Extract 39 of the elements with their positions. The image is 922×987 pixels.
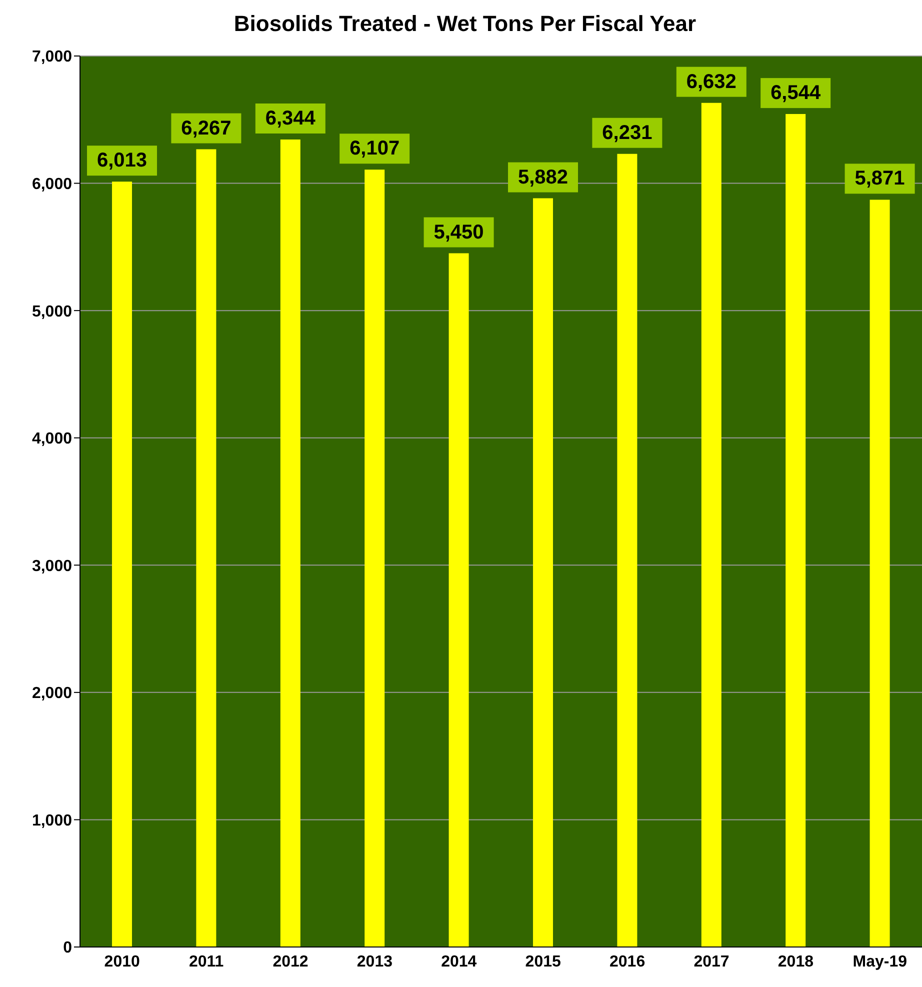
x-tick-label: 2013 xyxy=(356,953,393,970)
y-tick-label: 6,000 xyxy=(32,176,72,193)
bar xyxy=(786,114,806,947)
data-label: 6,344 xyxy=(265,108,316,130)
y-tick-label: 5,000 xyxy=(32,303,72,320)
data-label: 5,871 xyxy=(854,168,905,190)
bar xyxy=(701,102,722,947)
bar xyxy=(364,170,385,947)
chart-title: Biosolids Treated - Wet Tons Per Fiscal Year xyxy=(232,10,698,38)
bar xyxy=(280,140,300,947)
y-tick-label: 2,000 xyxy=(32,685,72,702)
y-tick-label: 7,000 xyxy=(32,48,72,66)
x-tick-label: May-19 xyxy=(852,953,908,970)
data-label: 6,544 xyxy=(770,82,822,104)
y-tick-label: 1,000 xyxy=(32,812,72,830)
x-tick-label: 2011 xyxy=(188,953,224,970)
x-tick-label: 2017 xyxy=(694,953,730,970)
data-label: 5,450 xyxy=(434,221,484,244)
y-tick-label: 3,000 xyxy=(32,558,72,575)
data-label: 5,882 xyxy=(518,166,568,188)
bar xyxy=(112,182,132,947)
data-label: 6,231 xyxy=(602,122,652,144)
y-tick-label: 4,000 xyxy=(32,430,72,448)
bar xyxy=(448,253,469,947)
data-label: 6,267 xyxy=(181,117,232,140)
x-tick-label: 2012 xyxy=(272,953,308,970)
bar xyxy=(617,154,638,947)
bar xyxy=(532,198,553,947)
x-tick-label: 2018 xyxy=(778,953,814,970)
x-tick-label: 2014 xyxy=(441,953,477,970)
data-label: 6,107 xyxy=(350,138,400,160)
x-tick-label: 2015 xyxy=(525,953,561,970)
y-tick-label: 0 xyxy=(63,940,72,957)
data-label: 6,013 xyxy=(96,150,148,172)
data-label: 6,632 xyxy=(686,70,736,93)
bar xyxy=(196,149,216,947)
x-tick-label: 2016 xyxy=(610,953,646,970)
x-tick-label: 2010 xyxy=(104,953,140,970)
bar xyxy=(870,200,890,947)
